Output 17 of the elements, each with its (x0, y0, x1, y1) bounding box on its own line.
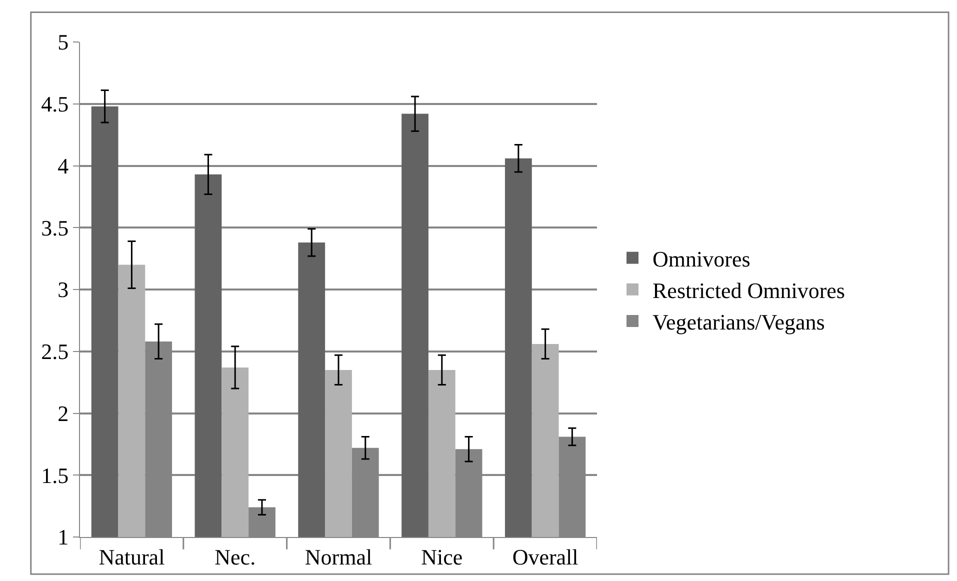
legend-label: Omnivores (652, 246, 750, 272)
x-tick-label: Overall (512, 544, 578, 570)
y-tick-label: 1.5 (41, 462, 69, 488)
legend-label: Restricted Omnivores (652, 278, 845, 303)
y-tick-label: 3.5 (41, 215, 69, 240)
y-tick-label: 2 (58, 400, 69, 426)
y-tick-label: 3 (58, 277, 69, 302)
x-tick-label: Nec. (214, 544, 256, 570)
y-tick-label: 5 (58, 30, 69, 55)
y-tick-label: 4 (58, 153, 69, 178)
x-tick-label: Normal (304, 544, 372, 570)
legend-label: Vegetarians/Vegans (652, 310, 825, 335)
x-tick-label: Natural (98, 544, 165, 570)
y-tick-label: 4.5 (41, 92, 69, 117)
y-tick-label: 2.5 (41, 339, 69, 364)
y-tick-label: 1 (58, 524, 69, 550)
x-tick-label: Nice (421, 544, 463, 570)
